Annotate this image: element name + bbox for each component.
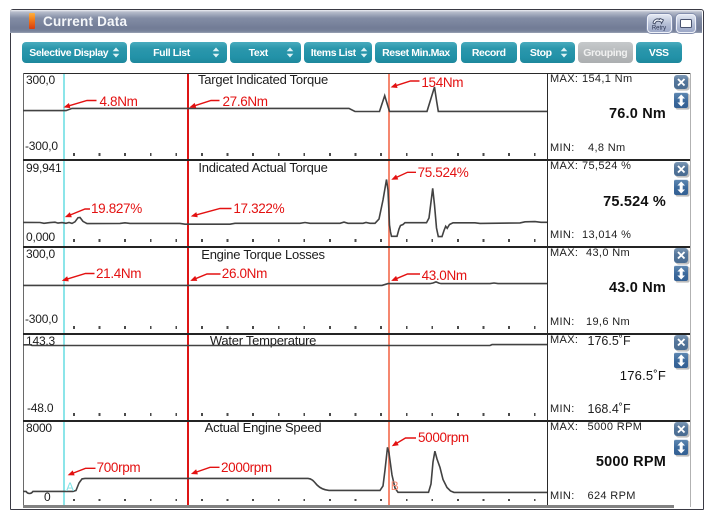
svg-text:Retry: Retry xyxy=(652,25,666,31)
